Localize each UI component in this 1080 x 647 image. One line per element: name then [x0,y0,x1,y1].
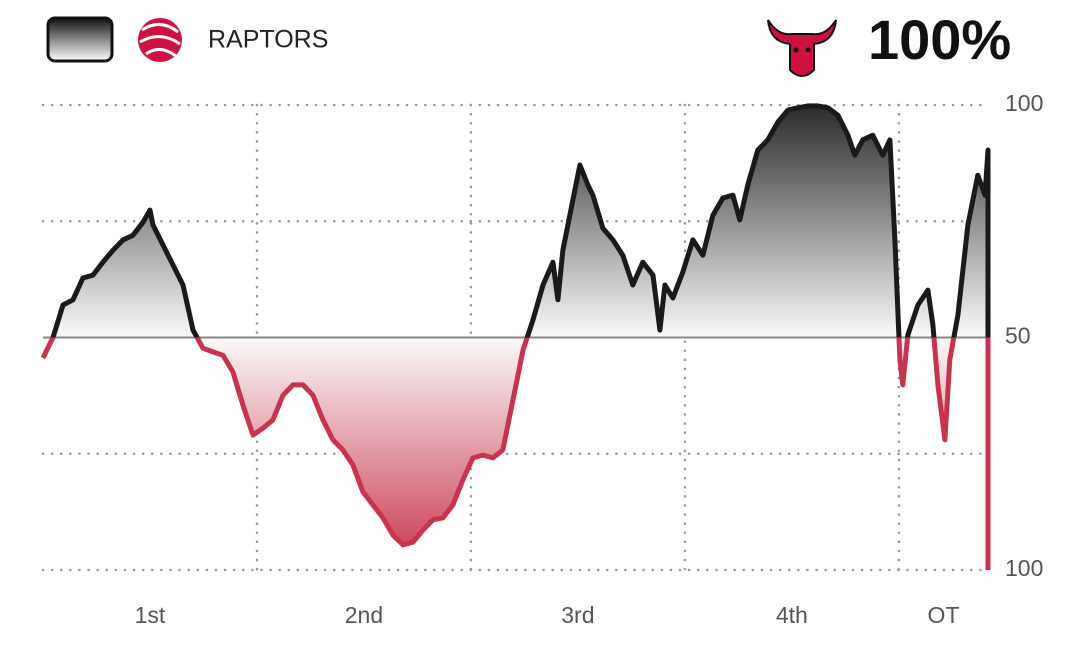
bulls-logo [767,19,837,77]
period-label: 1st [135,602,166,628]
y-tick-label: 50 [1005,323,1031,349]
scorebug-icon [46,16,114,63]
period-label: OT [927,602,959,628]
raptors-logo [138,18,182,62]
y-tick-label: 100 [1005,555,1043,581]
leader-probability: 100% [868,8,1011,71]
y-tick-label: 100 [1005,90,1043,116]
period-label: 2nd [345,602,383,628]
team-name: RAPTORS [208,26,328,54]
period-label: 3rd [561,602,594,628]
period-label: 4th [776,602,808,628]
probability-line [40,103,991,570]
